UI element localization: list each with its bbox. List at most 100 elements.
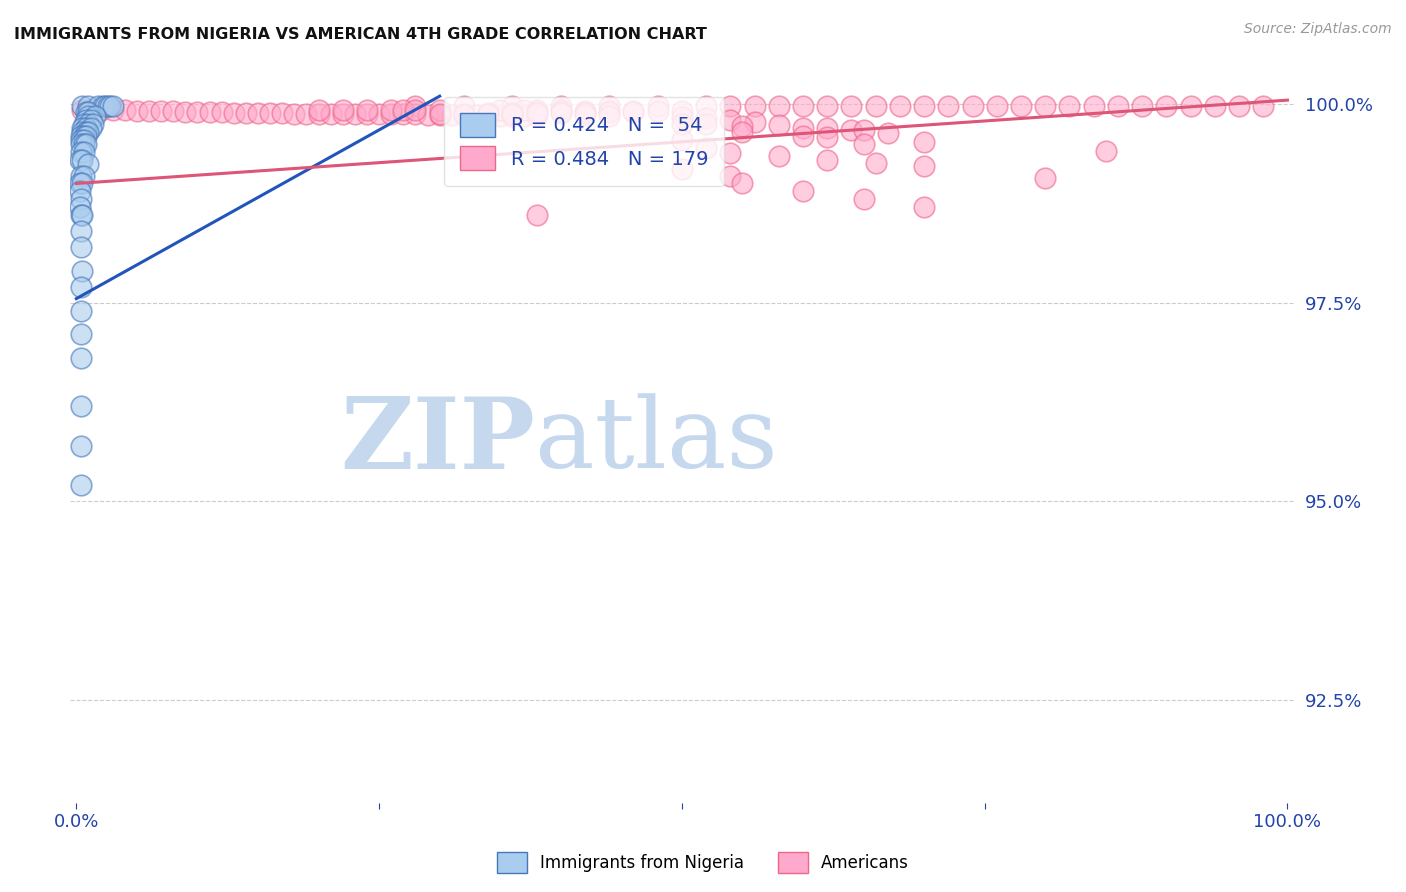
Point: [695, 141, 717, 155]
Text: IMMIGRANTS FROM NIGERIA VS AMERICAN 4TH GRADE CORRELATION CHART: IMMIGRANTS FROM NIGERIA VS AMERICAN 4TH …: [14, 27, 707, 42]
Point: [404, 107, 426, 121]
Point: [1059, 98, 1081, 112]
Point: [792, 128, 814, 143]
Point: [852, 136, 875, 151]
Point: [356, 107, 378, 121]
Point: [815, 98, 838, 112]
Point: [75, 105, 97, 120]
Point: [91, 98, 114, 112]
Point: [75, 120, 97, 135]
Point: [912, 159, 935, 173]
Point: [962, 98, 984, 112]
Point: [429, 103, 451, 117]
Point: [550, 105, 572, 120]
Point: [718, 146, 741, 161]
Point: [235, 105, 257, 120]
Point: [852, 122, 875, 136]
Point: [513, 103, 536, 118]
Point: [1033, 98, 1056, 112]
Point: [69, 153, 91, 167]
Point: [70, 303, 93, 318]
Point: [70, 478, 93, 492]
Point: [69, 185, 91, 199]
Point: [718, 98, 741, 112]
Point: [138, 104, 160, 119]
Point: [72, 125, 94, 139]
Point: [429, 108, 451, 122]
Point: [647, 98, 669, 112]
Point: [77, 103, 100, 117]
Point: [429, 107, 451, 121]
Point: [815, 130, 838, 145]
Point: [852, 193, 875, 207]
Point: [392, 107, 415, 121]
Point: [101, 98, 124, 112]
Point: [404, 103, 426, 117]
Point: [792, 98, 814, 112]
Point: [815, 153, 838, 167]
Point: [1251, 98, 1274, 112]
Text: atlas: atlas: [536, 393, 778, 490]
Point: [295, 106, 318, 120]
Point: [1156, 98, 1178, 112]
Point: [1094, 144, 1116, 158]
Legend: R = 0.424   N =  54, R = 0.484   N = 179: R = 0.424 N = 54, R = 0.484 N = 179: [444, 97, 724, 186]
Point: [912, 200, 935, 214]
Point: [1130, 98, 1153, 112]
Point: [792, 185, 814, 199]
Point: [70, 133, 93, 147]
Point: [744, 115, 766, 129]
Point: [162, 104, 184, 119]
Point: [114, 103, 136, 118]
Point: [731, 177, 754, 191]
Point: [598, 105, 620, 120]
Point: [477, 105, 499, 120]
Point: [70, 399, 93, 413]
Point: [72, 120, 94, 135]
Point: [283, 106, 305, 120]
Point: [80, 120, 103, 135]
Point: [453, 106, 475, 120]
Point: [1227, 98, 1250, 112]
Point: [526, 105, 548, 120]
Point: [489, 103, 512, 118]
Point: [332, 103, 354, 117]
Point: [489, 109, 512, 123]
Point: [70, 438, 93, 452]
Point: [70, 224, 93, 238]
Point: [718, 169, 741, 183]
Point: [526, 103, 548, 118]
Point: [90, 103, 112, 118]
Point: [477, 109, 499, 123]
Point: [174, 105, 197, 120]
Point: [247, 105, 270, 120]
Point: [1083, 98, 1105, 112]
Point: [1107, 98, 1129, 112]
Point: [416, 108, 439, 122]
Point: [440, 108, 463, 122]
Point: [308, 106, 330, 120]
Point: [731, 120, 754, 134]
Point: [453, 98, 475, 112]
Point: [72, 133, 94, 147]
Legend: Immigrants from Nigeria, Americans: Immigrants from Nigeria, Americans: [491, 846, 915, 880]
Point: [1204, 98, 1226, 112]
Point: [332, 106, 354, 120]
Point: [380, 107, 402, 121]
Point: [69, 177, 91, 191]
Point: [222, 105, 245, 120]
Point: [623, 105, 645, 120]
Point: [768, 118, 790, 132]
Point: [72, 169, 94, 183]
Point: [501, 106, 523, 120]
Point: [70, 279, 93, 293]
Point: [912, 135, 935, 149]
Point: [72, 136, 94, 151]
Point: [77, 109, 100, 123]
Point: [865, 98, 887, 112]
Point: [841, 122, 863, 136]
Point: [598, 109, 620, 123]
Point: [465, 108, 488, 122]
Point: [72, 117, 94, 131]
Point: [513, 109, 536, 123]
